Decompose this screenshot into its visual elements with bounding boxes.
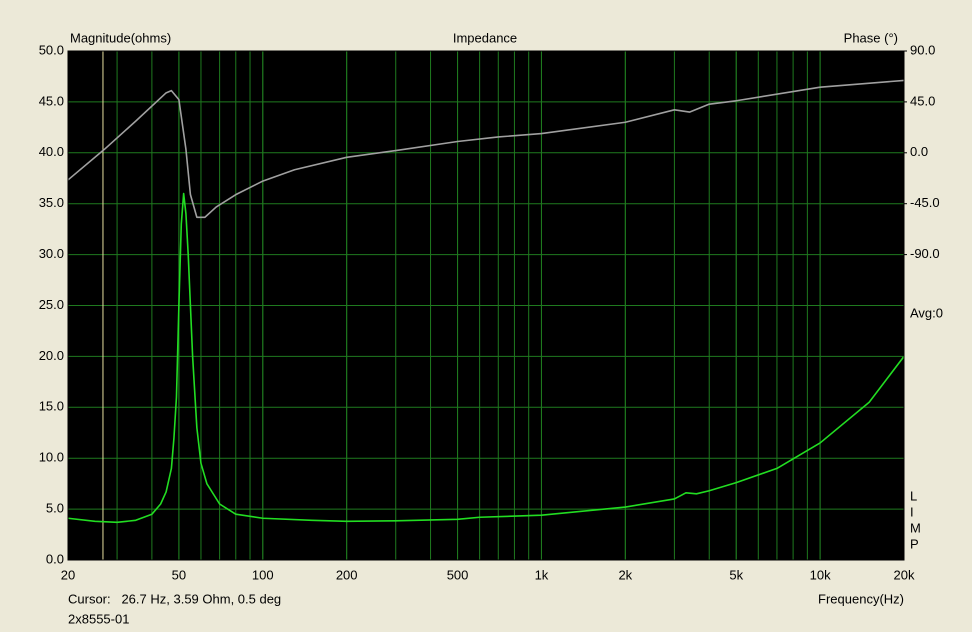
y2-tick-label: 45.0 [910, 93, 935, 108]
y2-tick-label: -45.0 [910, 195, 940, 210]
avg-label: Avg:0 [910, 305, 943, 320]
x-tick-label: 20 [61, 567, 75, 582]
y-tick-label: 50.0 [39, 42, 64, 57]
x-tick-label: 2k [618, 567, 632, 582]
side-letter: P [910, 536, 919, 551]
side-letter: L [910, 488, 917, 503]
x-tick-label: 10k [810, 567, 831, 582]
x-tick-label: 50 [172, 567, 186, 582]
series-line [67, 79, 905, 219]
chart-title: Impedance [453, 30, 517, 45]
plot-frame [67, 50, 905, 561]
y2-tick-label: -90.0 [910, 246, 940, 261]
side-letter: I [910, 504, 914, 519]
y2-tick-label: 90.0 [910, 42, 935, 57]
y-tick-label: 25.0 [39, 297, 64, 312]
y-tick-label: 15.0 [39, 399, 64, 414]
y-tick-label: 20.0 [39, 348, 64, 363]
y-axis-label: Magnitude(ohms) [70, 30, 171, 45]
x-tick-label: 1k [535, 567, 549, 582]
y-tick-label: 35.0 [39, 195, 64, 210]
series-line [67, 192, 905, 524]
x-tick-label: 100 [252, 567, 274, 582]
x-tick-label: 20k [894, 567, 915, 582]
y-tick-label: 10.0 [39, 450, 64, 465]
cursor-text: Cursor: 26.7 Hz, 3.59 Ohm, 0.5 deg [68, 591, 281, 606]
x-tick-label: 500 [447, 567, 469, 582]
x-tick-label: 200 [336, 567, 358, 582]
y-tick-label: 40.0 [39, 144, 64, 159]
y2-axis-label: Phase (°) [844, 30, 898, 45]
y-tick-label: 0.0 [46, 551, 64, 566]
x-tick-label: 5k [729, 567, 743, 582]
y-tick-label: 45.0 [39, 93, 64, 108]
x-axis-label: Frequency(Hz) [818, 591, 904, 606]
side-letter: M [910, 520, 921, 535]
y-tick-label: 30.0 [39, 246, 64, 261]
y-tick-label: 5.0 [46, 501, 64, 516]
y2-tick-label: 0.0 [910, 144, 928, 159]
file-name: 2x8555-01 [68, 611, 129, 626]
